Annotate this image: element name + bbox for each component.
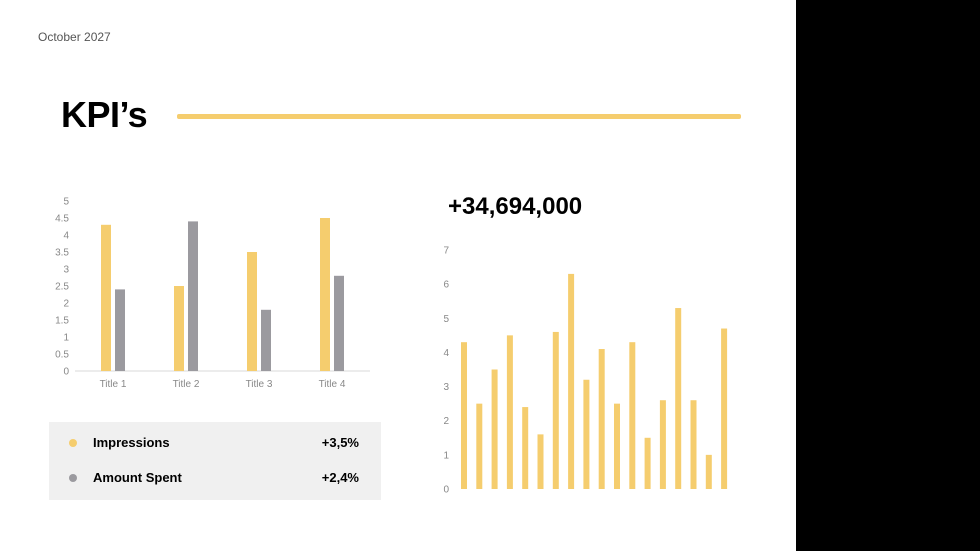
legend-dot-icon <box>69 474 77 482</box>
y-tick-label: 5 <box>443 314 449 325</box>
bar <box>690 400 697 489</box>
bar-impressions <box>320 218 330 371</box>
bar <box>552 331 559 489</box>
y-tick-label: 0.5 <box>55 350 69 361</box>
date-label: October 2027 <box>38 30 111 44</box>
bar-amount-spent <box>334 275 344 371</box>
bar <box>659 400 666 489</box>
bar <box>568 273 575 489</box>
x-tick-label: Title 1 <box>100 379 127 390</box>
legend-value: +2,4% <box>321 470 359 485</box>
bar-impressions <box>174 286 184 371</box>
bar <box>629 342 636 489</box>
x-tick-label: Title 2 <box>173 379 200 390</box>
y-tick-label: 2.5 <box>55 282 69 293</box>
legend-panel: Impressions +3,5% Amount Spent +2,4% <box>49 422 381 500</box>
side-panel <box>796 0 980 551</box>
legend-value: +3,5% <box>321 435 359 450</box>
bar <box>522 407 529 489</box>
y-tick-label: 4.5 <box>55 214 69 225</box>
y-tick-label: 3.5 <box>55 248 69 259</box>
legend-row-impressions: Impressions +3,5% <box>49 432 381 454</box>
bar <box>675 308 682 489</box>
y-tick-label: 6 <box>443 280 449 291</box>
slide: October 2027 KPI’s +34,694,000 0 0.5 1 1.5 2… <box>0 0 796 551</box>
bar <box>721 328 728 489</box>
y-tick-label: 1.5 <box>55 316 69 327</box>
x-tick-label: Title 4 <box>319 379 346 390</box>
column-bar-chart: 0 1 2 3 4 5 6 7 <box>443 246 728 496</box>
y-tick-label: 3 <box>63 265 69 276</box>
bar <box>537 434 544 489</box>
y-tick-label: 1 <box>63 333 69 344</box>
bar-impressions <box>101 224 111 371</box>
y-tick-label: 4 <box>63 231 69 242</box>
bar <box>583 379 590 489</box>
legend-label: Impressions <box>93 435 170 450</box>
bar <box>598 349 605 489</box>
legend-dot-icon <box>69 439 77 447</box>
bar-amount-spent <box>188 221 198 371</box>
y-tick-label: 1 <box>443 450 449 461</box>
y-tick-label: 5 <box>63 197 69 208</box>
title-rule <box>177 114 741 119</box>
y-tick-label: 2 <box>63 299 69 310</box>
y-tick-label: 0 <box>443 485 449 496</box>
bar <box>705 454 712 489</box>
headline-value: +34,694,000 <box>448 193 583 220</box>
legend-label: Amount Spent <box>93 470 182 485</box>
bar <box>506 335 513 489</box>
bar <box>614 403 620 489</box>
bar <box>491 369 498 489</box>
bar-amount-spent <box>261 309 271 371</box>
y-tick-label: 0 <box>63 367 69 378</box>
legend-row-amount-spent: Amount Spent +2,4% <box>49 467 381 489</box>
bar <box>476 403 483 489</box>
y-tick-label: 2 <box>443 416 449 427</box>
y-tick-label: 7 <box>443 246 449 257</box>
bar <box>461 342 467 489</box>
y-tick-label: 3 <box>443 382 449 393</box>
bar <box>644 437 651 489</box>
bar-impressions <box>247 252 257 371</box>
y-tick-label: 4 <box>443 348 449 359</box>
page-title: KPI’s <box>61 94 148 135</box>
x-tick-label: Title 3 <box>246 379 273 390</box>
grouped-bar-chart: 0 0.5 1 1.5 2 2.5 3 3.5 4 4.5 5 Title 1 Title 2 Title… <box>55 197 370 390</box>
bar-amount-spent <box>115 289 125 371</box>
